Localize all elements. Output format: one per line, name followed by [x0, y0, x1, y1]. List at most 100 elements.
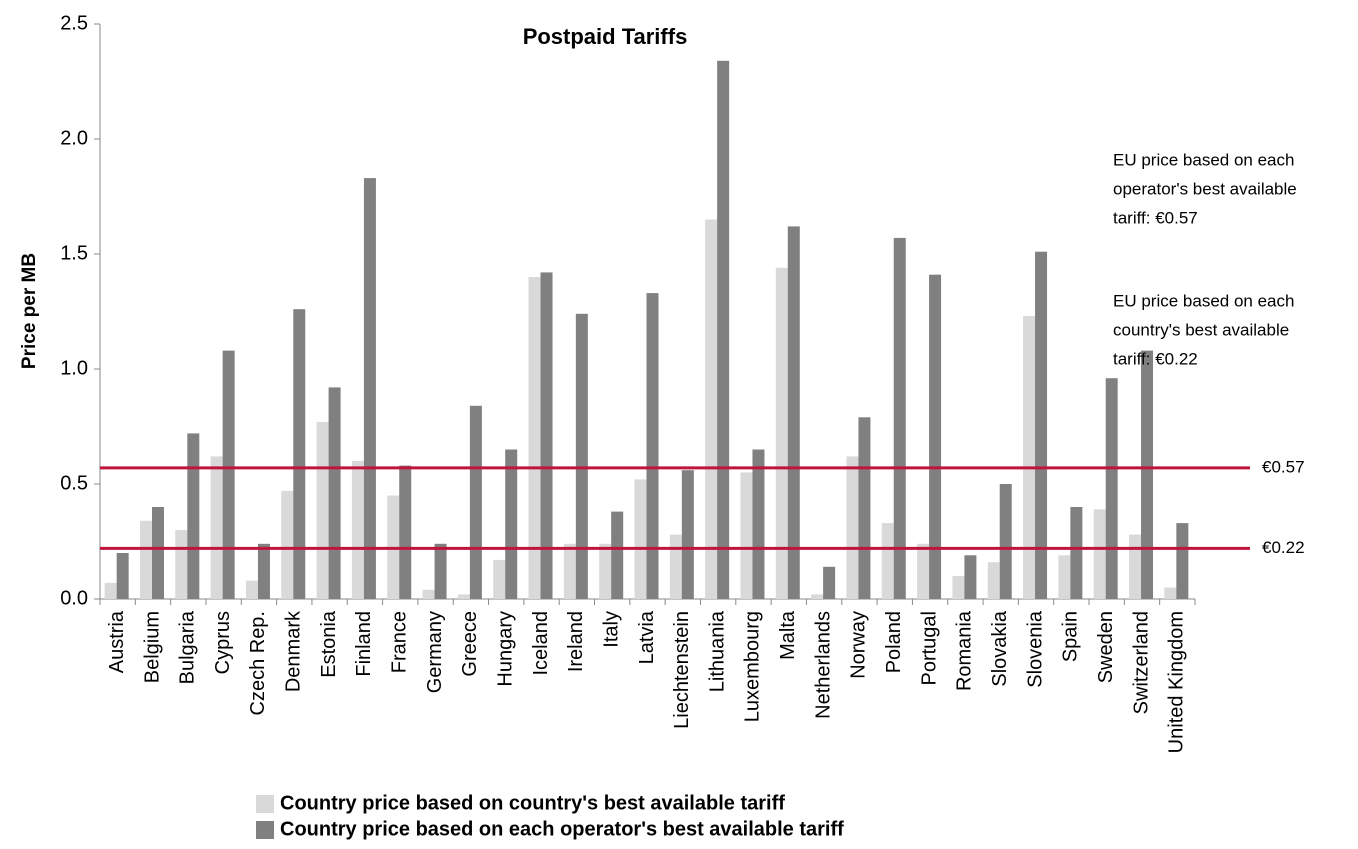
annotation: tariff: €0.57: [1113, 208, 1198, 227]
x-tick-label: Slovakia: [989, 610, 1011, 686]
bar: [999, 484, 1012, 599]
bar: [787, 226, 800, 599]
bar: [881, 523, 894, 599]
bar: [1129, 534, 1142, 599]
bar: [245, 580, 258, 599]
bar: [457, 594, 470, 599]
annotation: EU price based on each: [1113, 150, 1294, 169]
bar: [222, 350, 235, 599]
x-tick-label: United Kingdom: [1166, 611, 1188, 753]
bar: [1141, 350, 1154, 599]
x-tick-label: Lithuania: [706, 610, 728, 692]
bar: [740, 472, 753, 599]
bar: [399, 465, 412, 599]
x-tick-label: Denmark: [283, 610, 305, 692]
bar: [811, 594, 824, 599]
y-tick-label: 2.5: [60, 12, 88, 34]
bar: [257, 543, 270, 599]
bar: [846, 456, 859, 599]
bar: [858, 417, 871, 599]
y-tick-label: 0.0: [60, 587, 88, 609]
bar: [599, 543, 612, 599]
bar: [328, 387, 341, 599]
bar: [575, 313, 588, 599]
x-tick-label: Liechtenstein: [671, 611, 693, 729]
legend-label: Country price based on each operator's b…: [280, 818, 844, 840]
bar: [634, 479, 647, 599]
bar: [293, 309, 306, 599]
bar: [987, 562, 1000, 599]
bar: [646, 293, 659, 599]
reference-label: €0.22: [1262, 538, 1305, 557]
bar: [1105, 378, 1118, 599]
bar: [505, 449, 518, 599]
annotation: EU price based on each: [1113, 291, 1294, 310]
bar: [1176, 523, 1189, 599]
x-tick-label: Malta: [777, 610, 799, 660]
x-tick-label: Austria: [106, 610, 128, 673]
y-tick-label: 1.0: [60, 357, 88, 379]
annotation: tariff: €0.22: [1113, 349, 1198, 368]
bar: [351, 461, 364, 599]
x-tick-label: Ireland: [565, 611, 587, 672]
bar: [929, 274, 942, 599]
x-tick-label: Estonia: [318, 610, 340, 678]
y-axis-label: Price per MB: [19, 253, 40, 369]
bar: [717, 60, 730, 600]
bar: [434, 543, 447, 599]
x-tick-label: Bulgaria: [177, 610, 199, 684]
bar: [823, 566, 836, 599]
x-tick-label: Slovenia: [1024, 610, 1046, 688]
x-tick-label: Latvia: [636, 610, 658, 664]
bar: [493, 559, 506, 599]
x-tick-label: Poland: [883, 611, 905, 673]
bar: [469, 405, 482, 599]
y-tick-label: 0.5: [60, 472, 88, 494]
bar: [281, 490, 294, 599]
x-tick-label: Luxembourg: [742, 611, 764, 722]
bar: [563, 543, 576, 599]
x-tick-label: Iceland: [530, 611, 552, 676]
x-tick-label: Portugal: [918, 611, 940, 686]
bar: [187, 433, 200, 599]
x-tick-label: Germany: [424, 611, 446, 693]
bar: [681, 470, 694, 599]
legend-swatch: [256, 795, 274, 813]
bar: [151, 507, 164, 599]
bar: [1070, 507, 1083, 599]
bar: [952, 576, 965, 599]
y-tick-label: 2.0: [60, 127, 88, 149]
bar: [893, 237, 906, 599]
bar: [363, 178, 376, 599]
bar: [1023, 316, 1036, 599]
chart-title: Postpaid Tariffs: [523, 24, 688, 49]
bar: [540, 272, 553, 599]
annotation: country's best available: [1113, 320, 1289, 339]
bar: [917, 543, 930, 599]
bar: [1093, 509, 1106, 599]
x-tick-label: Italy: [600, 611, 622, 648]
bar: [669, 534, 682, 599]
bar: [775, 267, 788, 599]
x-tick-label: Greece: [459, 611, 481, 677]
bar: [705, 219, 718, 599]
bar: [1035, 251, 1048, 599]
x-tick-label: Czech Rep.: [247, 611, 269, 716]
x-tick-label: Romania: [954, 610, 976, 691]
bar: [1164, 587, 1177, 599]
x-tick-label: Switzerland: [1130, 611, 1152, 714]
x-tick-label: Sweden: [1095, 611, 1117, 683]
x-tick-label: France: [389, 611, 411, 673]
reference-label: €0.57: [1262, 457, 1305, 476]
x-tick-label: Norway: [848, 611, 870, 679]
x-tick-label: Belgium: [141, 611, 163, 683]
bar: [422, 589, 435, 599]
bar: [316, 421, 329, 599]
x-tick-label: Hungary: [494, 611, 516, 687]
bar: [104, 582, 117, 599]
y-tick-label: 1.5: [60, 242, 88, 264]
x-tick-label: Finland: [353, 611, 375, 677]
x-tick-label: Spain: [1060, 611, 1082, 662]
bar: [1058, 555, 1071, 599]
